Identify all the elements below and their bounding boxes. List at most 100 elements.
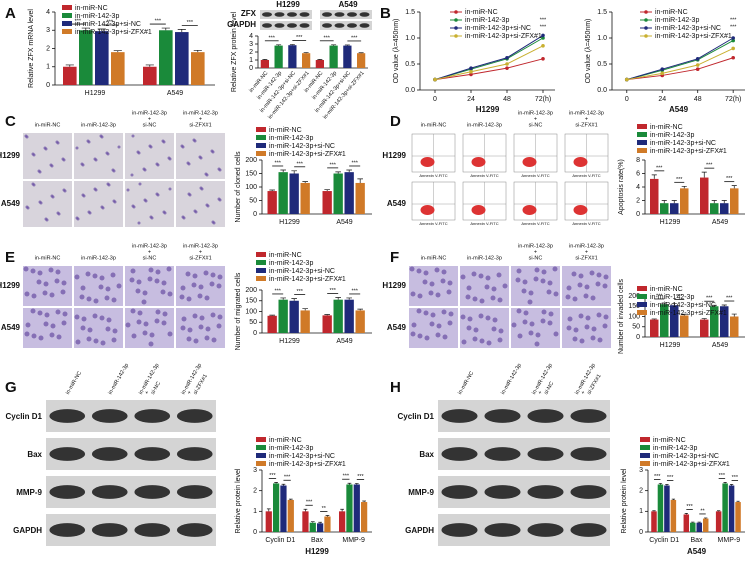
cell-dot	[210, 312, 216, 318]
cell-dot	[497, 337, 503, 343]
blot-band	[262, 23, 272, 28]
y-axis-title: Relative protein level	[621, 468, 628, 533]
error-bar	[65, 64, 74, 67]
y-tick-label: 2	[46, 45, 50, 52]
cell-dot	[197, 293, 203, 299]
cell-dot	[143, 168, 147, 172]
cell-dot	[94, 158, 98, 162]
image-column-label: in-miR-142-3p	[467, 122, 502, 128]
cell-dot	[137, 310, 143, 316]
legend-marker	[644, 26, 648, 30]
cell-dot	[411, 322, 417, 328]
bar	[278, 299, 288, 333]
image-column-label: +	[534, 249, 537, 255]
cell-dot	[548, 311, 554, 317]
bar	[730, 316, 739, 337]
error-bar	[262, 59, 268, 60]
cell-dot	[446, 289, 452, 295]
legend-label: in-miR-142-3p+si-NC	[655, 25, 721, 32]
bar	[333, 173, 343, 214]
sig-label: ***	[187, 20, 194, 26]
sig-label: ***	[296, 161, 303, 167]
series-line	[434, 58, 544, 81]
cell-dot	[486, 340, 492, 346]
y-tick-label: 3	[639, 467, 643, 474]
error-bar	[701, 171, 707, 178]
legend-swatch	[256, 461, 266, 466]
cell-dot	[81, 163, 85, 167]
sig-label: ***	[296, 35, 303, 41]
bar	[302, 53, 311, 68]
y-tick-label: 0.0	[597, 87, 607, 94]
cell-dot	[429, 281, 435, 287]
x-tick-label: A549	[167, 90, 183, 97]
blot-band	[570, 447, 607, 461]
y-tick-label: 100	[245, 184, 257, 191]
x-tick-label: H1299	[279, 219, 300, 226]
blot-row-label: Bax	[27, 450, 42, 459]
cell-dot	[589, 270, 595, 276]
point	[660, 67, 665, 71]
legend-label: in-miR-142-3p	[75, 13, 119, 20]
bar	[309, 522, 316, 532]
x-tick-label: A549	[712, 342, 728, 349]
image-column-label: in-miR-142-3p	[569, 243, 604, 249]
cell-dot	[529, 321, 535, 327]
legend-label: in-miR-142-3p+si-ZFX#1	[655, 33, 732, 40]
y-tick-label: 1	[46, 64, 50, 71]
bar	[95, 31, 109, 86]
cell-dot	[31, 333, 37, 339]
blot-column-label: +	[144, 390, 151, 396]
y-tick-label: 0.5	[597, 61, 607, 68]
cell-dot	[50, 164, 54, 168]
cell-dot	[579, 338, 585, 344]
blot-band	[91, 409, 128, 423]
y-tick-label: 150	[628, 303, 640, 310]
sig-label: ***	[351, 160, 358, 166]
y-tick-label: 0	[249, 65, 253, 72]
flow-axis-label: Annexin V-FITC	[521, 173, 549, 178]
blot-band	[274, 23, 285, 28]
bar	[696, 522, 702, 532]
blot-band	[134, 485, 171, 499]
cell-dot	[43, 321, 49, 327]
bar	[287, 499, 294, 532]
y-tick-label: 8	[636, 157, 640, 164]
cell-dot	[185, 271, 191, 277]
bar	[355, 182, 365, 214]
cell-dot	[547, 280, 553, 286]
bar	[111, 52, 125, 85]
cell-dot	[497, 297, 503, 303]
error-bar	[324, 189, 330, 192]
blot-column-label: +	[187, 390, 194, 396]
error-bar	[276, 44, 282, 46]
blot-band	[262, 12, 272, 17]
x-axis-title: H1299	[476, 105, 500, 114]
cell-dot	[572, 336, 578, 342]
bar	[191, 52, 205, 85]
cell-dot	[571, 271, 577, 277]
bar	[300, 182, 310, 214]
point	[433, 77, 437, 82]
legend-label: in-miR-142-3p+si-NC	[269, 143, 335, 150]
legend-swatch	[62, 13, 72, 18]
legend-swatch	[62, 29, 72, 34]
y-tick-label: 2	[636, 197, 640, 204]
cell-dot	[577, 282, 583, 288]
sig-label: ***	[296, 289, 303, 295]
x-tick-label: 48	[694, 96, 702, 103]
flow-axis-label: Annexin V-FITC	[572, 221, 600, 226]
sig-label: ***	[155, 19, 162, 25]
bar	[715, 511, 722, 532]
cell-dot	[209, 281, 215, 287]
cell-dot	[440, 278, 446, 284]
legend-label: in-miR-142-3p+si-NC	[75, 21, 141, 28]
legend-label: in-miR-142-3p+si-ZFX#1	[650, 148, 727, 155]
bar	[329, 45, 338, 68]
x-tick-label: H1299	[660, 219, 681, 226]
legend-label: in-miR-NC	[650, 286, 683, 293]
cell-dot	[478, 273, 484, 279]
cell-dot	[198, 284, 204, 290]
point	[505, 55, 509, 60]
cell-dot	[79, 294, 85, 300]
